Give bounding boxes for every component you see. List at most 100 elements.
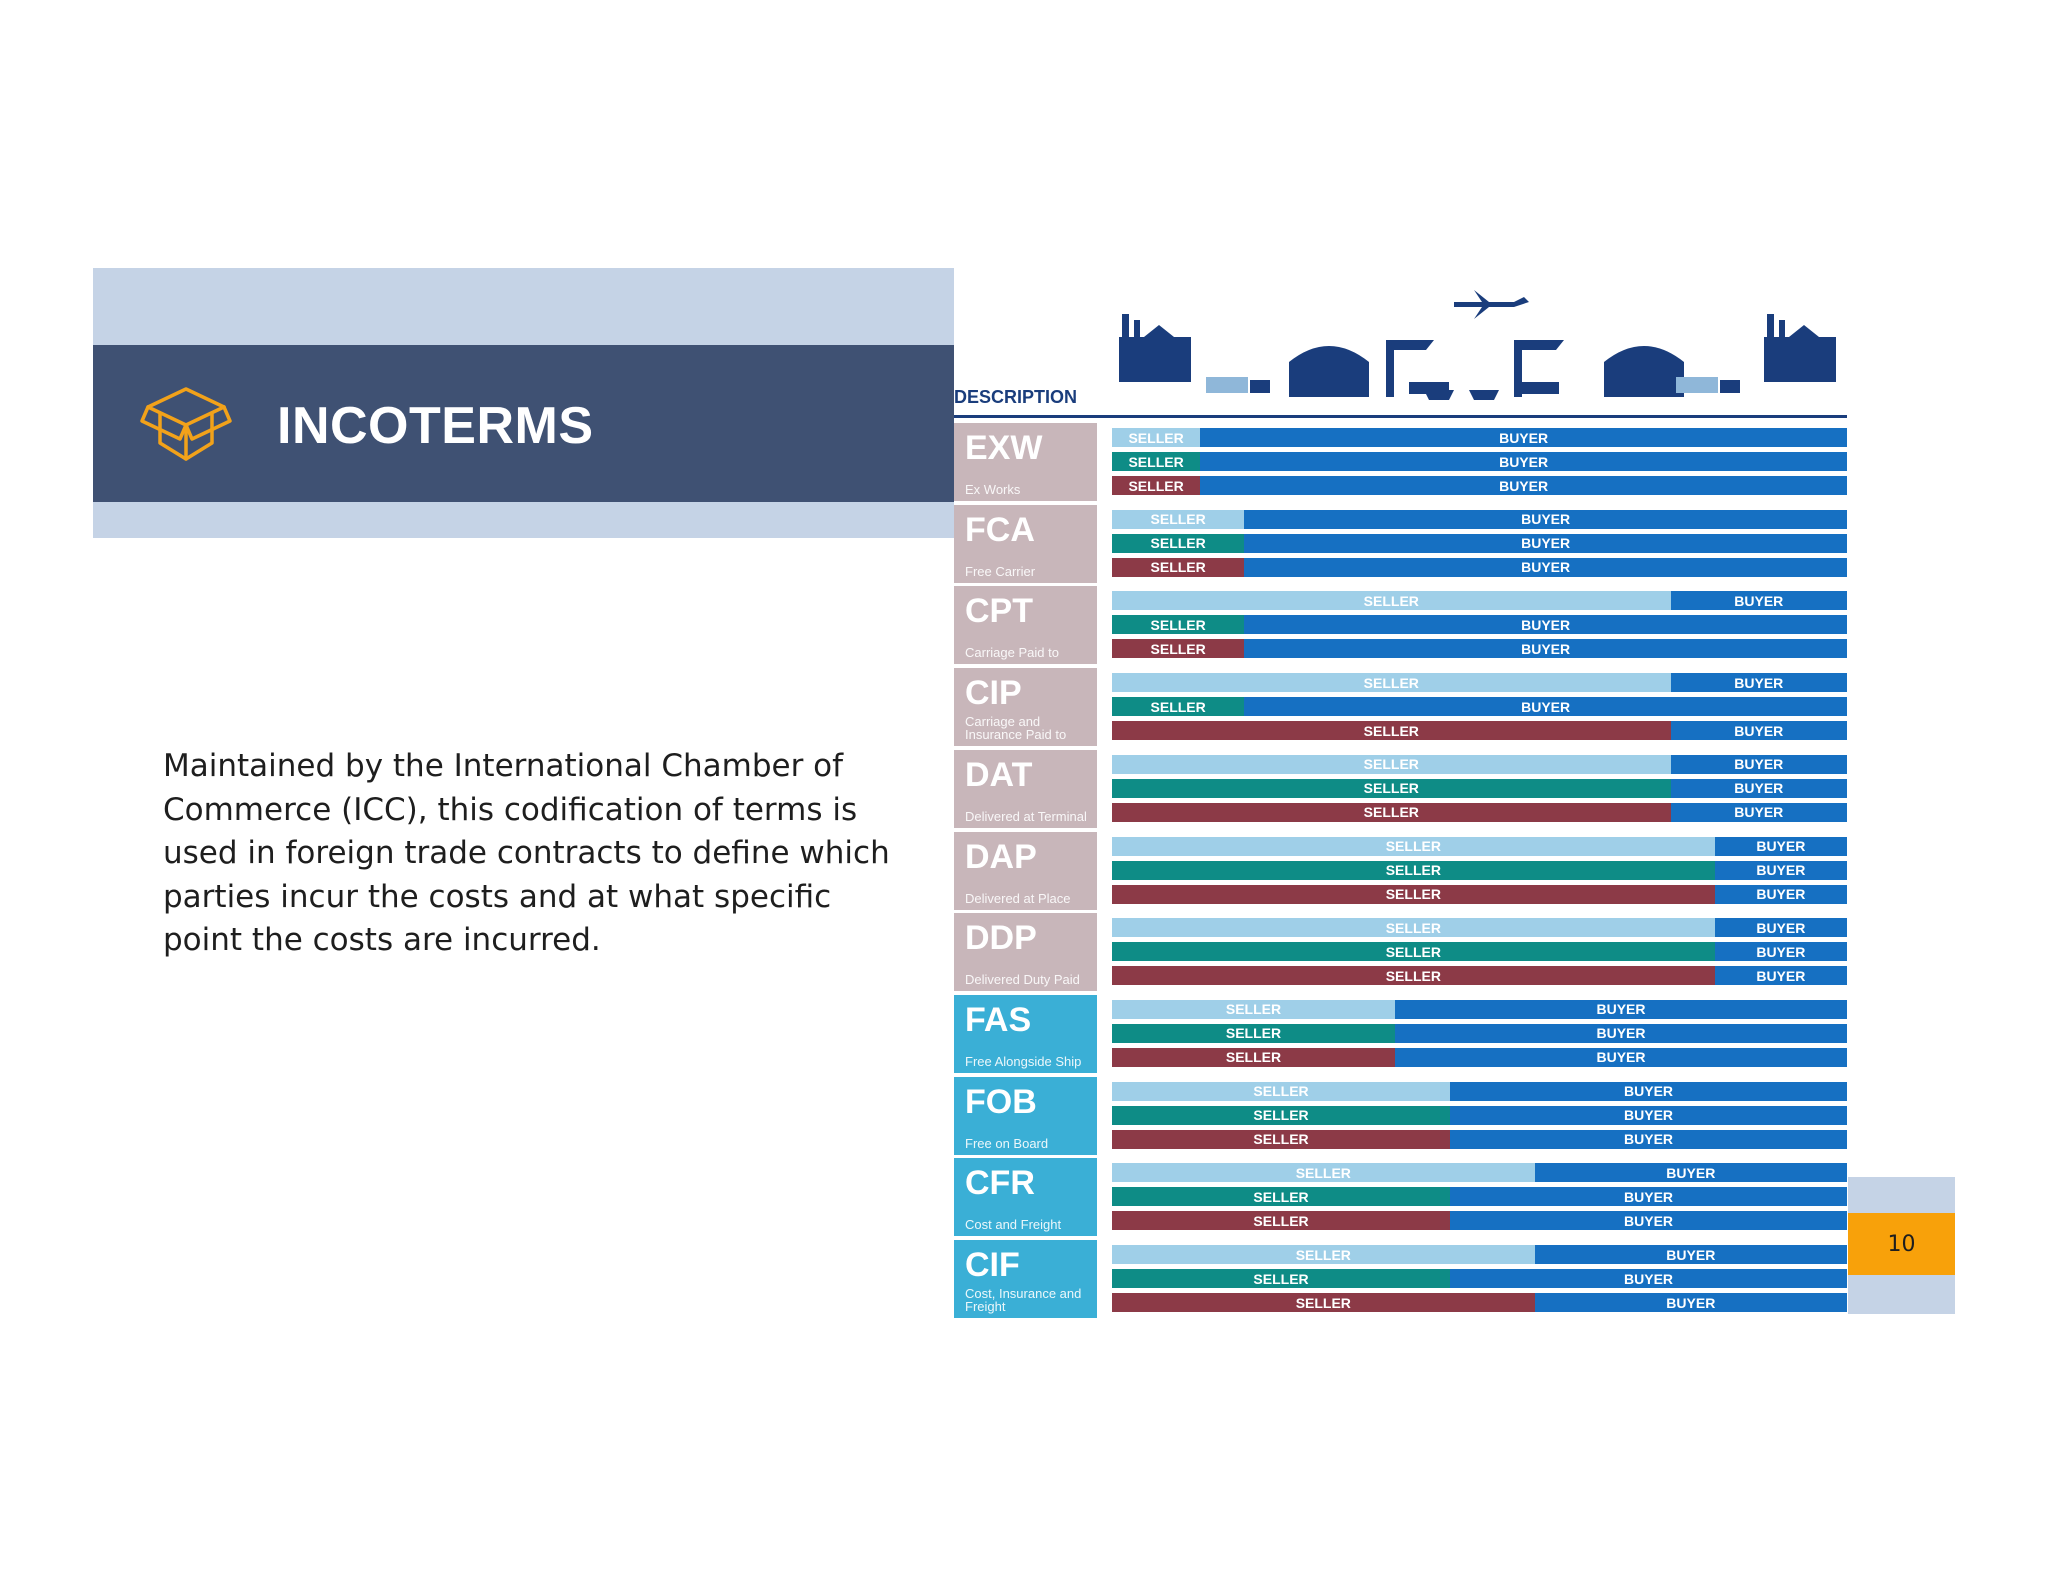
- buyer-bar: BUYER: [1670, 754, 1847, 774]
- buyer-bar: BUYER: [1244, 509, 1847, 529]
- term-code: FCA: [965, 510, 1035, 549]
- buyer-bar: BUYER: [1200, 476, 1847, 495]
- body-line: Commerce (ICC), this codification of ter…: [163, 791, 858, 828]
- term-description: Cost and Freight: [965, 1217, 1062, 1233]
- term-block-ddp: DDP Delivered Duty Paid: [954, 913, 1097, 992]
- body-line: point the costs are incurred.: [163, 922, 601, 958]
- term-description: Cost, Insurance and Freight: [965, 1286, 1082, 1314]
- buyer-bar: BUYER: [1534, 1293, 1847, 1312]
- title-band-bottom: [93, 502, 954, 538]
- transport-illustration: [954, 290, 1847, 418]
- seller-bar: SELLER: [1112, 1211, 1451, 1231]
- seller-bar: SELLER: [1112, 428, 1201, 447]
- buyer-bar: BUYER: [1670, 802, 1847, 822]
- incoterms-chart: DESCRIPTION EXW Ex Works SELLER BUYER SELLER…: [954, 262, 1851, 1318]
- buyer-bar: BUYER: [1200, 452, 1847, 471]
- buyer-bar: BUYER: [1534, 1163, 1847, 1183]
- seller-bar: SELLER: [1112, 942, 1715, 962]
- seller-bar: SELLER: [1112, 591, 1671, 611]
- buyer-bar: BUYER: [1244, 557, 1847, 577]
- warehouse-icon: [1289, 346, 1369, 397]
- seller-bar: SELLER: [1112, 999, 1395, 1019]
- buyer-bar: BUYER: [1244, 697, 1847, 717]
- seller-bar: SELLER: [1112, 918, 1715, 938]
- term-description: Free Carrier: [965, 563, 1036, 579]
- seller-bar: SELLER: [1112, 1187, 1451, 1207]
- buyer-bar: BUYER: [1714, 918, 1847, 938]
- term-block-exw: EXW Ex Works: [954, 423, 1097, 501]
- term-code: CFR: [965, 1164, 1035, 1203]
- buyer-bar: BUYER: [1670, 591, 1847, 611]
- slide-body-text: Maintained by the International Chamber …: [163, 745, 903, 963]
- crane-icon: [1386, 340, 1434, 397]
- buyer-bar: BUYER: [1714, 966, 1847, 986]
- seller-bar: SELLER: [1112, 673, 1671, 693]
- term-code: FOB: [965, 1082, 1037, 1121]
- factory-icon: [1764, 337, 1836, 382]
- seller-bar: SELLER: [1112, 1047, 1395, 1067]
- seller-bar: SELLER: [1112, 802, 1671, 822]
- seller-bar: SELLER: [1112, 639, 1245, 659]
- term-code: DAP: [965, 837, 1037, 876]
- illustration-baseline: [954, 415, 1847, 418]
- seller-bar: SELLER: [1112, 860, 1715, 880]
- buyer-bar: BUYER: [1670, 778, 1847, 798]
- term-code: DAT: [965, 755, 1033, 794]
- body-line: parties incur the costs and at what spec…: [163, 878, 832, 915]
- buyer-bar: BUYER: [1450, 1187, 1847, 1207]
- body-line: Maintained by the International Chamber …: [163, 748, 844, 784]
- seller-bar: SELLER: [1112, 721, 1671, 741]
- term-code: CIP: [965, 674, 1022, 713]
- buyer-bar: BUYER: [1714, 836, 1847, 856]
- seller-bar: SELLER: [1112, 697, 1245, 717]
- buyer-bar: BUYER: [1450, 1129, 1847, 1149]
- term-code: DDP: [965, 919, 1037, 958]
- airplane-icon: [1454, 290, 1529, 319]
- seller-bar: SELLER: [1112, 533, 1245, 553]
- term-code: EXW: [965, 429, 1043, 467]
- buyer-bar: BUYER: [1200, 428, 1847, 447]
- term-block-fob: FOB Free on Board: [954, 1076, 1097, 1155]
- seller-bar: SELLER: [1112, 1163, 1535, 1183]
- warehouse-icon: [1604, 346, 1684, 397]
- seller-bar: SELLER: [1112, 509, 1245, 529]
- seller-bar: SELLER: [1112, 452, 1201, 471]
- buyer-bar: BUYER: [1244, 615, 1847, 635]
- term-block-cpt: CPT Carriage Paid to: [954, 586, 1097, 665]
- term-block-dap: DAP Delivered at Place: [954, 831, 1097, 910]
- buyer-bar: BUYER: [1244, 639, 1847, 659]
- seller-bar: SELLER: [1112, 1293, 1535, 1312]
- title-band-top: [93, 268, 954, 346]
- buyer-bar: BUYER: [1394, 1023, 1847, 1043]
- buyer-bar: BUYER: [1714, 942, 1847, 962]
- seller-bar: SELLER: [1112, 1081, 1451, 1101]
- seller-bar: SELLER: [1112, 1269, 1451, 1288]
- buyer-bar: BUYER: [1670, 721, 1847, 741]
- chart-title: DESCRIPTION: [954, 387, 1078, 407]
- term-block-dat: DAT Delivered at Terminal: [954, 749, 1097, 828]
- buyer-bar: BUYER: [1394, 1047, 1847, 1067]
- seller-bar: SELLER: [1112, 884, 1715, 904]
- factory-icon: [1119, 337, 1191, 382]
- seller-bar: SELLER: [1112, 1129, 1451, 1149]
- body-line: used in foreign trade contracts to defin…: [163, 835, 890, 871]
- buyer-bar: BUYER: [1670, 673, 1847, 693]
- buyer-bar: BUYER: [1450, 1269, 1847, 1288]
- buyer-bar: BUYER: [1714, 860, 1847, 880]
- seller-bar: SELLER: [1112, 557, 1245, 577]
- buyer-bar: BUYER: [1534, 1245, 1847, 1264]
- term-block-cip: CIP Carriage and Insurance Paid to: [954, 668, 1097, 747]
- seller-bar: SELLER: [1112, 1023, 1395, 1043]
- page-number: 10: [1848, 1213, 1955, 1275]
- ship-icon: [1424, 390, 1454, 400]
- buyer-bar: BUYER: [1450, 1211, 1847, 1231]
- slide-title: INCOTERMS: [277, 397, 594, 455]
- term-code: FAS: [965, 1000, 1032, 1039]
- buyer-bar: BUYER: [1244, 533, 1847, 553]
- term-description: Free on Board: [965, 1135, 1049, 1151]
- term-description: Delivered Duty Paid: [965, 972, 1080, 988]
- term-code: CIF: [965, 1246, 1020, 1284]
- seller-bar: SELLER: [1112, 476, 1201, 495]
- buyer-bar: BUYER: [1450, 1081, 1847, 1101]
